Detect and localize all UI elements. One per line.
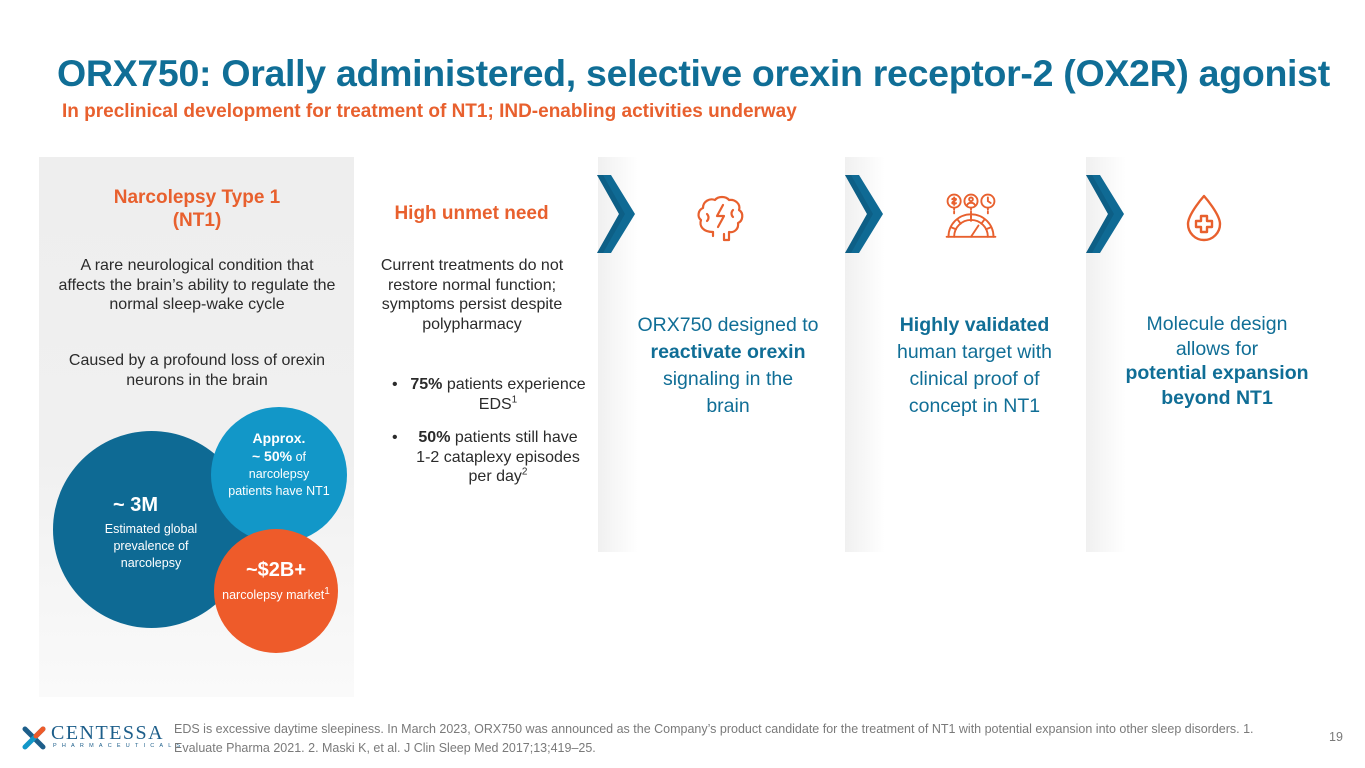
page-subtitle: In preclinical development for treatment… (62, 101, 797, 122)
chevron-right-icon (1086, 175, 1124, 253)
bullet-rest: patients experience EDS (446, 376, 586, 413)
centessa-logo: CENTESSA PHARMACEUTICALS (20, 722, 180, 754)
market-label: narcolepsy market1 (214, 585, 338, 604)
feature-bold: potential expansion beyond NT1 (1125, 362, 1309, 409)
unmet-need-bullets: • 75% patients experience EDS1 • 50% pat… (386, 375, 586, 501)
prevalence-value: ~ 3M (112, 494, 159, 516)
market-value: ~$2B+ (245, 559, 307, 581)
nt1-title: Narcolepsy Type 1 (NT1) (57, 186, 337, 232)
brain-icon (697, 195, 744, 242)
bullet-text: 75% patients experience EDS1 (410, 375, 586, 414)
footnote-ref: 2 (521, 466, 528, 478)
chevron-right-icon (845, 175, 883, 253)
feature-molecule-design: Molecule design allows for potential exp… (1112, 312, 1322, 410)
nt1-share-label: narcolepsy patients have NT1 (228, 467, 330, 498)
nt1-share-circle: Approx. ~ 50% of narcolepsy patients hav… (211, 407, 347, 543)
bullet-bold: 75% (410, 376, 443, 393)
nt1-description: A rare neurological condition that affec… (58, 257, 336, 313)
feature-bold: reactivate orexin (650, 341, 806, 363)
nt1-title-line2: (NT1) (172, 210, 222, 231)
page-number: 19 (1329, 730, 1343, 744)
bullet-rest: patients still have 1-2 cataplexy episod… (416, 429, 580, 485)
market-circle: ~$2B+ narcolepsy market1 (214, 529, 338, 653)
market-footnote-ref: 1 (324, 585, 330, 597)
bullet-symbol: • (392, 429, 398, 446)
footnote-ref: 1 (511, 394, 518, 406)
logo-name: CENTESSA (51, 722, 165, 744)
feature-text: human target with clinical proof of conc… (896, 341, 1052, 417)
list-item: • 50% patients still have 1-2 cataplexy … (386, 428, 586, 487)
unmet-need-panel (354, 157, 599, 552)
logo-mark-icon (22, 726, 46, 750)
unmet-need-title: High unmet need (394, 203, 549, 224)
prevalence-label: Estimated global prevalence of narcoleps… (104, 522, 198, 570)
list-item: • 75% patients experience EDS1 (386, 375, 586, 414)
blood-drop-plus-icon (1186, 194, 1222, 242)
page-title: ORX750: Orally administered, selective o… (57, 52, 1330, 94)
bullet-bold: 50% (418, 429, 451, 446)
nt1-title-line1: Narcolepsy Type 1 (113, 187, 281, 208)
feature-text: Molecule design allows for (1146, 313, 1288, 360)
nt1-cause: Caused by a profound loss of orexin neur… (68, 352, 326, 389)
nt1-share-value: ~ 50% (251, 448, 293, 464)
feature-text: ORX750 designed to (637, 314, 819, 336)
feature-validated-target: Highly validated human target with clini… (872, 312, 1077, 420)
bullet-text: 50% patients still have 1-2 cataplexy ep… (410, 428, 586, 487)
logo-subtitle: PHARMACEUTICALS (53, 743, 186, 749)
gauge-metrics-icon (945, 193, 997, 238)
bullet-symbol: • (392, 376, 398, 393)
feature-reactivate-orexin: ORX750 designed to reactivate orexin sig… (618, 312, 838, 420)
unmet-need-body: Current treatments do not restore normal… (380, 257, 564, 333)
feature-bold: Highly validated (899, 314, 1050, 336)
nt1-share-of: of (295, 450, 306, 464)
feature-text: signaling in the brain (662, 368, 794, 417)
footnote: EDS is excessive daytime sleepiness. In … (174, 722, 1254, 755)
nt1-share-prefix: Approx. (252, 430, 306, 446)
nt1-share-text: Approx. ~ 50% of narcolepsy patients hav… (211, 430, 347, 500)
market-label-text: narcolepsy market (222, 588, 325, 602)
chevron-right-icon (597, 175, 635, 253)
